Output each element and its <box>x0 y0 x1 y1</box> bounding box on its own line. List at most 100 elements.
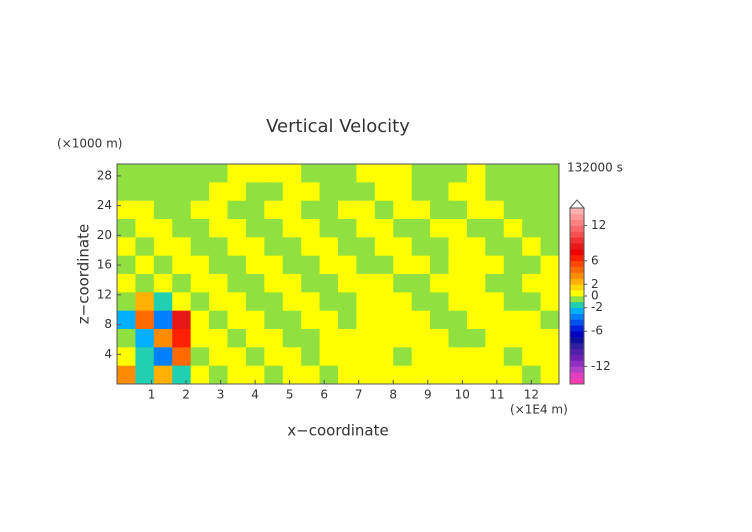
cell <box>374 310 394 330</box>
cell <box>393 200 413 220</box>
cell <box>338 365 357 385</box>
y-tick-label: 4 <box>104 347 112 361</box>
cell <box>319 329 339 348</box>
cell <box>117 310 136 330</box>
cell <box>393 329 413 348</box>
cell <box>245 255 265 275</box>
cell <box>172 182 192 202</box>
cell <box>485 329 505 348</box>
cell <box>393 164 413 183</box>
cell <box>245 219 265 238</box>
cell <box>356 164 376 183</box>
cell <box>153 237 173 257</box>
cell <box>319 274 339 293</box>
cell <box>448 237 468 257</box>
cell <box>374 219 394 238</box>
cell <box>448 200 468 220</box>
colorbar-band <box>570 266 584 273</box>
colorbar-tick-label: 6 <box>591 253 599 267</box>
cell <box>245 164 265 183</box>
cell <box>319 347 339 367</box>
cell <box>227 255 247 275</box>
colorbar-band <box>570 348 584 355</box>
cell <box>374 329 394 348</box>
cell <box>356 182 376 202</box>
cell <box>356 310 376 330</box>
y-tick-label: 8 <box>104 317 112 331</box>
cell <box>209 329 228 348</box>
cell <box>430 219 449 238</box>
cell <box>282 365 302 385</box>
cell <box>172 164 192 183</box>
cell <box>338 347 357 367</box>
cell <box>448 255 468 275</box>
cell <box>411 347 431 367</box>
cell <box>430 200 449 220</box>
cell <box>522 200 542 220</box>
cell <box>135 182 155 202</box>
cell <box>135 347 155 367</box>
cell <box>338 219 357 238</box>
cell <box>466 347 486 367</box>
cell <box>264 310 284 330</box>
colorbar-tick-label: -6 <box>591 324 603 338</box>
time-label: 132000 s <box>567 161 623 175</box>
cell <box>190 182 210 202</box>
cell <box>522 310 542 330</box>
cell <box>522 237 542 257</box>
cell <box>190 200 210 220</box>
cell <box>245 347 265 367</box>
cell <box>301 219 321 238</box>
cell <box>227 164 247 183</box>
x-tick-label: 9 <box>424 388 432 402</box>
cell <box>245 237 265 257</box>
cell <box>448 292 468 312</box>
cell <box>503 219 523 238</box>
y-tick-label: 16 <box>97 258 112 272</box>
cell <box>411 274 431 293</box>
cell <box>411 310 431 330</box>
y-tick-label: 12 <box>97 287 112 301</box>
cell <box>338 292 357 312</box>
cell <box>117 329 136 348</box>
cell <box>466 274 486 293</box>
cell <box>227 329 247 348</box>
cell <box>227 347 247 367</box>
cell <box>190 347 210 367</box>
cell <box>209 255 228 275</box>
cell <box>117 164 136 183</box>
cell <box>338 182 357 202</box>
cell <box>301 292 321 312</box>
cell <box>135 274 155 293</box>
cell <box>172 237 192 257</box>
cell <box>190 255 210 275</box>
cell <box>301 182 321 202</box>
cell <box>540 200 560 220</box>
cell <box>448 347 468 367</box>
cell <box>227 310 247 330</box>
cell <box>282 237 302 257</box>
colorbar-band <box>570 360 584 367</box>
cell <box>117 365 136 385</box>
cell <box>153 255 173 275</box>
x-tick-label: 2 <box>182 388 190 402</box>
cell <box>540 164 560 183</box>
cell <box>264 292 284 312</box>
cell <box>503 365 523 385</box>
cell <box>209 182 228 202</box>
cell <box>466 164 486 183</box>
cell <box>227 365 247 385</box>
x-unit: (×1E4 m) <box>510 403 568 417</box>
cell <box>282 329 302 348</box>
cell <box>135 310 155 330</box>
cell <box>503 200 523 220</box>
cell <box>135 255 155 275</box>
cell <box>153 274 173 293</box>
cell <box>411 329 431 348</box>
cell <box>301 164 321 183</box>
colorbar-tick-label: 2 <box>591 277 599 291</box>
cell <box>540 182 560 202</box>
cell <box>172 292 192 312</box>
colorbar-band <box>570 278 584 285</box>
cell <box>209 164 228 183</box>
